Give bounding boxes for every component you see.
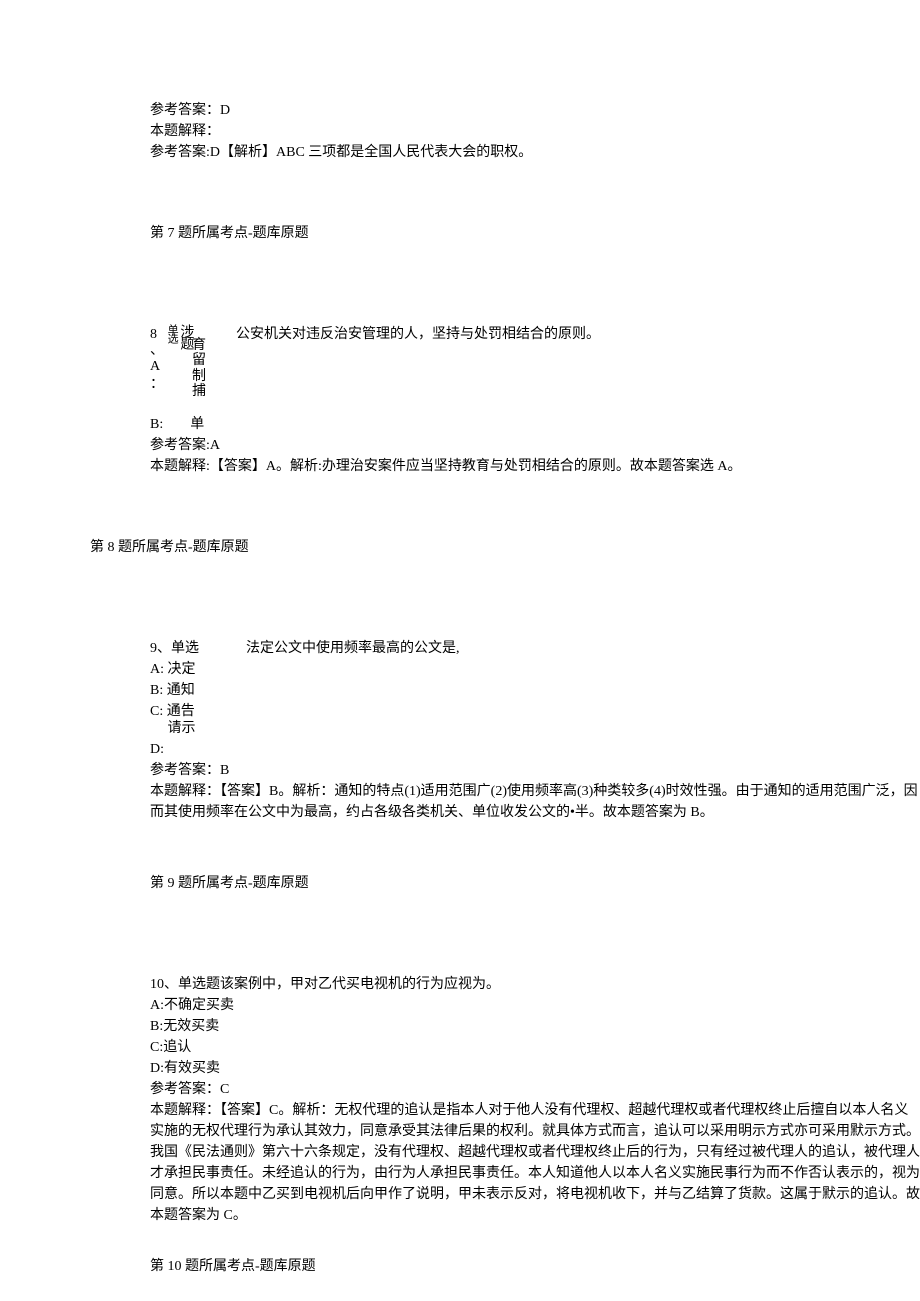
q9-optB-label: B: xyxy=(150,683,163,698)
q7-explanation: 参考答案:D【解析】ABC 三项都是全国人民代表大会的职权。 xyxy=(150,142,920,163)
q9-optD-label: D: xyxy=(150,739,920,760)
q8-vert3a: 育 xyxy=(192,338,206,353)
q9-optA-label: A: xyxy=(150,662,164,677)
q10-optD: D:有效买卖 xyxy=(150,1058,920,1079)
q8-stem: 公安机关对违反治安管理的人，坚持与处罚相结合的原则。 xyxy=(236,327,600,342)
q8-topic: 第 8 题所属考点-题库原题 xyxy=(90,537,920,558)
q9-stem: 法定公文中使用频率最高的公文是, xyxy=(246,641,460,656)
q7-topic: 第 7 题所属考点-题库原题 xyxy=(150,223,920,244)
q8-colon: ： xyxy=(150,377,164,392)
q10-optA: A:不确定买卖 xyxy=(150,995,920,1016)
q7-explain-label: 本题解释： xyxy=(150,121,920,142)
q9-optA-text: 决定 xyxy=(168,662,196,677)
q10-block: 10、单选题该案例中，甲对乙代买电视机的行为应视为。 A:不确定买卖 B:无效买… xyxy=(150,974,920,1277)
q8-optB-label: B: xyxy=(150,417,163,432)
q9-optD-text: 请示 xyxy=(168,721,196,736)
q9-optC-text: 通告 xyxy=(167,704,195,719)
q8-block: 8 、 A ： 单选 涉题 育 留 制 捕 xyxy=(150,324,920,477)
q9-answer: 参考答案：B xyxy=(150,760,920,781)
q9-topic: 第 9 题所属考点-题库原题 xyxy=(150,873,920,894)
q9-optC-label: C: xyxy=(150,704,163,719)
q8-vert3c: 制 xyxy=(192,369,206,384)
q10-answer: 参考答案：C xyxy=(150,1079,920,1100)
q9-block: 9、单选 A: 决定 B: 通知 C: 通告 X: 请示 法定公文中使用频率最高… xyxy=(150,638,920,894)
q9-explain: 本题解释：【答案】B。解析：通知的特点(1)适用范围广(2)使用频率高(3)种类… xyxy=(150,781,920,823)
q10-optC: C:追认 xyxy=(150,1037,920,1058)
q8-optB-text: 单 xyxy=(190,417,204,432)
q8-vert3d: 捕 xyxy=(192,384,206,399)
q10-topic: 第 10 题所属考点-题库原题 xyxy=(150,1256,920,1277)
q8-answer: 参考答案:A xyxy=(150,435,920,456)
q10-stem: 10、单选题该案例中，甲对乙代买电视机的行为应视为。 xyxy=(150,974,920,995)
q7-answer-block: 参考答案：D 本题解释： 参考答案:D【解析】ABC 三项都是全国人民代表大会的… xyxy=(150,100,920,244)
q9-optB-text: 通知 xyxy=(167,683,195,698)
q10-explain: 本题解释：【答案】C。解析：无权代理的追认是指本人对于他人没有代理权、超越代理权… xyxy=(150,1100,920,1226)
q9-number: 9、单选 xyxy=(150,641,199,656)
q8-A: A xyxy=(150,359,160,374)
q7-answer: 参考答案：D xyxy=(150,100,920,121)
q8-vert1: 单选 xyxy=(166,324,178,342)
q10-optB: B:无效买卖 xyxy=(150,1016,920,1037)
q8-explain: 本题解释:【答案】A。解析:办理治安案件应当坚持教育与处罚相结合的原则。故本题答… xyxy=(150,456,920,477)
q8-vert3b: 留 xyxy=(192,353,206,368)
